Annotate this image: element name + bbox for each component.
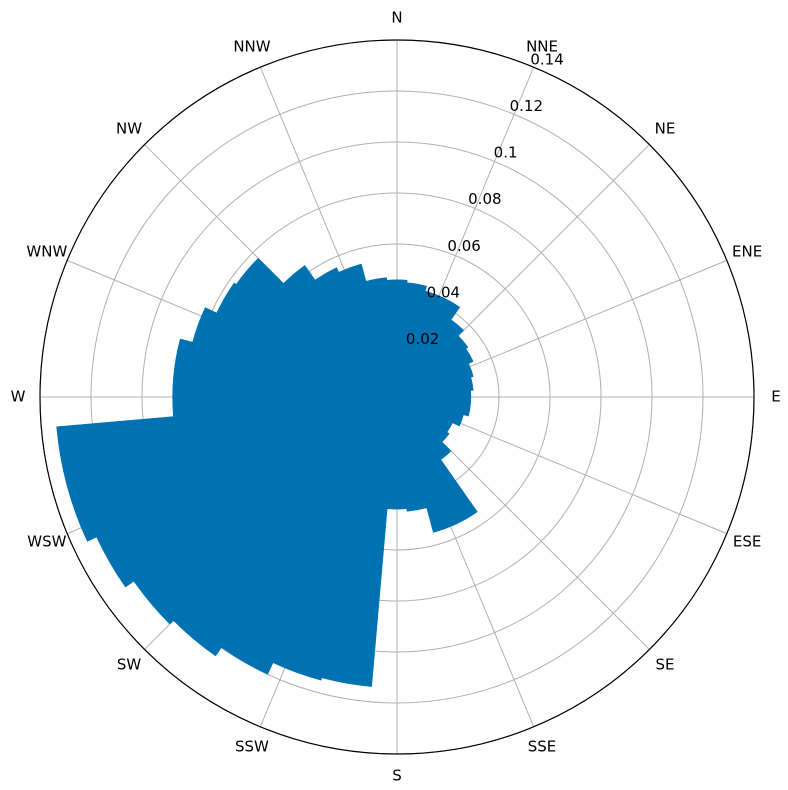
bar xyxy=(192,307,398,398)
bar xyxy=(365,277,398,398)
polar-frame xyxy=(39,39,755,755)
bar xyxy=(216,282,398,398)
theta-tick-label: NNE xyxy=(526,37,558,55)
theta-tick-label: NW xyxy=(116,120,142,138)
r-tick-label: 0.12 xyxy=(510,97,543,115)
bar xyxy=(314,267,398,398)
theta-tick-label: N xyxy=(391,9,402,27)
r-tick-label: 0.04 xyxy=(427,283,460,301)
bar xyxy=(396,376,474,398)
bar xyxy=(396,319,465,398)
theta-tick-label: E xyxy=(771,388,780,406)
theta-tick-label: SSE xyxy=(528,738,557,756)
bar xyxy=(56,396,398,486)
theta-tick-label: ESE xyxy=(733,533,761,551)
theta-tick-label: NE xyxy=(655,120,676,138)
bar xyxy=(338,263,398,398)
r-tick-label: 0.02 xyxy=(406,330,439,348)
bar xyxy=(396,396,428,512)
bar xyxy=(396,348,474,398)
r-tick-label: 0.14 xyxy=(530,50,563,68)
bar xyxy=(396,335,469,398)
r-tick-label: 0.06 xyxy=(447,237,480,255)
theta-tick-label: WSW xyxy=(27,533,66,551)
theta-tick-label: SW xyxy=(117,655,142,673)
r-tick-label: 0.08 xyxy=(468,190,501,208)
bar xyxy=(283,265,398,398)
theta-tick-label: WNW xyxy=(26,242,67,260)
bar xyxy=(396,297,461,398)
bar xyxy=(235,257,398,398)
theta-tick-label: SSW xyxy=(235,738,269,756)
theta-tick-label: NNW xyxy=(233,37,270,55)
bar xyxy=(173,338,398,398)
bar xyxy=(396,396,457,533)
bar xyxy=(396,363,474,398)
theta-tick-label: ENE xyxy=(732,242,762,260)
theta-tick-label: W xyxy=(11,388,26,406)
r-tick-label: 0.1 xyxy=(494,144,518,162)
bar xyxy=(396,396,464,427)
theta-tick-label: S xyxy=(392,767,402,785)
theta-tick-label: SE xyxy=(655,655,674,673)
